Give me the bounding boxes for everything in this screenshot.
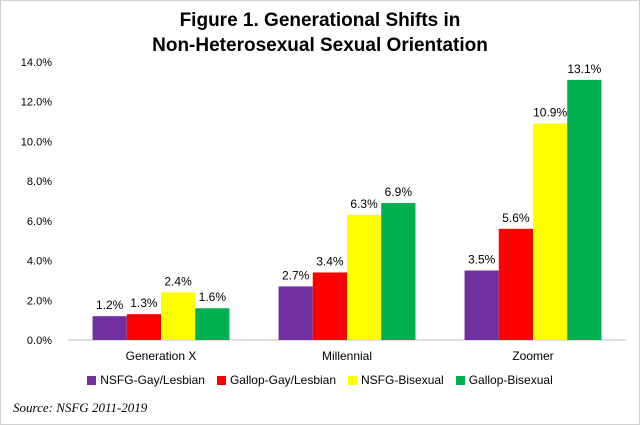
data-label: 3.5% <box>468 253 496 267</box>
bar-2-2 <box>533 123 568 340</box>
y-tick-label: 2.0% <box>27 295 52 307</box>
data-label: 10.9% <box>533 106 567 120</box>
bar-0-3 <box>195 308 230 340</box>
legend-label: Gallop-Bisexual <box>468 373 553 387</box>
bar-0-2 <box>161 292 196 340</box>
legend-label: NSFG-Bisexual <box>361 373 444 387</box>
data-label: 1.2% <box>96 298 124 312</box>
x-category-label: Millennial <box>322 349 372 363</box>
y-tick-label: 0.0% <box>27 335 52 347</box>
bar-1-2 <box>347 214 382 340</box>
source-note: Source: NSFG 2011-2019 <box>13 400 148 415</box>
legend-swatch <box>348 375 358 385</box>
legend-item: NSFG-Gay/Lesbian <box>87 373 205 387</box>
bar-0-1 <box>126 314 161 340</box>
legend-swatch <box>87 375 97 385</box>
legend-swatch <box>216 375 226 385</box>
legend-swatch <box>455 375 465 385</box>
bar-2-3 <box>567 79 602 340</box>
bar-1-0 <box>278 286 313 340</box>
data-label: 5.6% <box>502 211 530 225</box>
chart-title-line-1: Figure 1. Generational Shifts in <box>179 10 461 31</box>
legend-item: Gallop-Bisexual <box>455 373 553 387</box>
data-label: 13.1% <box>567 62 601 76</box>
y-tick-label: 10.0% <box>21 136 52 148</box>
y-tick-label: 8.0% <box>27 176 52 188</box>
bar-2-1 <box>498 228 533 340</box>
bar-2-0 <box>464 270 499 340</box>
y-tick-label: 4.0% <box>27 256 52 268</box>
data-label: 2.4% <box>164 274 192 288</box>
y-tick-label: 12.0% <box>21 97 52 109</box>
legend-label: Gallop-Gay/Lesbian <box>229 373 337 387</box>
bar-0-0 <box>92 316 127 340</box>
chart-title: Figure 1. Generational Shifts in Non-Het… <box>0 8 640 58</box>
bar-1-3 <box>381 202 416 340</box>
y-tick-label: 14.0% <box>21 57 52 69</box>
legend: NSFG-Gay/Lesbian Gallop-Gay/Lesbian NSFG-B… <box>0 373 640 387</box>
x-category-label: Zoomer <box>512 349 553 363</box>
y-tick-label: 6.0% <box>27 216 52 228</box>
bar-1-1 <box>312 272 347 340</box>
x-category-label: Generation X <box>126 349 197 363</box>
data-label: 1.6% <box>199 290 227 304</box>
legend-item: Gallop-Gay/Lesbian <box>216 373 337 387</box>
data-label: 6.9% <box>385 185 413 199</box>
legend-label: NSFG-Gay/Lesbian <box>100 373 205 387</box>
data-label: 1.3% <box>130 296 158 310</box>
legend-item: NSFG-Bisexual <box>348 373 444 387</box>
data-label: 6.3% <box>350 197 378 211</box>
data-label: 2.7% <box>282 268 310 282</box>
data-label: 3.4% <box>316 254 344 268</box>
chart-title-line-2: Non-Heterosexual Sexual Orientation <box>152 35 488 56</box>
